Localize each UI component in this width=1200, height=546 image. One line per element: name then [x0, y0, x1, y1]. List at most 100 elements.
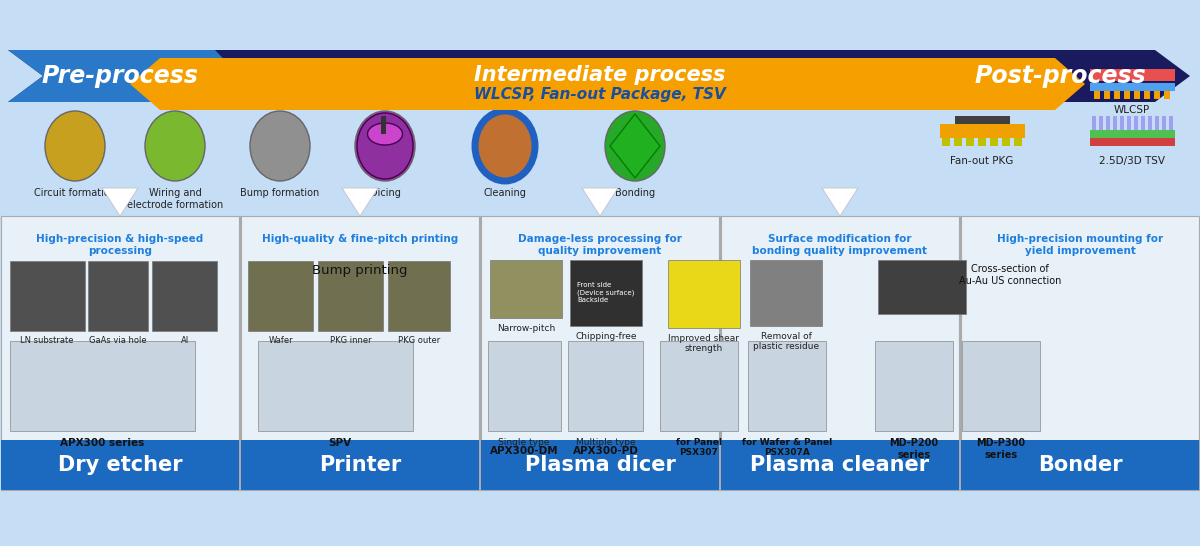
- Text: Improved shear
strength: Improved shear strength: [668, 334, 739, 353]
- Bar: [721, 440, 959, 490]
- Bar: [1099, 116, 1103, 130]
- Ellipse shape: [367, 123, 402, 145]
- Text: Front side
(Device surface)
Backside: Front side (Device surface) Backside: [577, 282, 635, 302]
- Ellipse shape: [355, 111, 415, 181]
- Ellipse shape: [605, 111, 665, 181]
- Polygon shape: [8, 50, 240, 102]
- Bar: [966, 138, 974, 146]
- Text: Bump printing: Bump printing: [312, 264, 408, 277]
- Bar: [152, 261, 217, 331]
- Bar: [388, 261, 450, 331]
- Text: MD-P300
series: MD-P300 series: [977, 438, 1026, 460]
- Text: for Panel
PSX307: for Panel PSX307: [676, 438, 722, 458]
- Ellipse shape: [475, 111, 535, 181]
- Bar: [488, 341, 562, 431]
- Bar: [878, 260, 966, 314]
- Text: Narrow-pitch: Narrow-pitch: [497, 324, 556, 333]
- Bar: [1124, 91, 1130, 99]
- Text: Wafer: Wafer: [269, 336, 293, 345]
- Bar: [660, 341, 738, 431]
- Bar: [1114, 91, 1120, 99]
- Bar: [490, 260, 562, 318]
- Bar: [1141, 116, 1145, 130]
- Text: Bonder: Bonder: [1038, 455, 1122, 475]
- Bar: [10, 261, 85, 331]
- Text: Single type: Single type: [498, 438, 550, 447]
- Bar: [1134, 116, 1138, 130]
- Bar: [1090, 83, 1175, 91]
- Text: PKG outer: PKG outer: [398, 336, 440, 345]
- Bar: [1154, 91, 1160, 99]
- Bar: [748, 341, 826, 431]
- Bar: [481, 216, 719, 490]
- Text: Intermediate process: Intermediate process: [474, 65, 726, 85]
- Ellipse shape: [358, 113, 413, 179]
- Text: Bonding: Bonding: [614, 188, 655, 198]
- Bar: [318, 261, 383, 331]
- Bar: [1127, 116, 1132, 130]
- Ellipse shape: [145, 111, 205, 181]
- Bar: [954, 138, 962, 146]
- Bar: [88, 261, 148, 331]
- Bar: [1092, 116, 1096, 130]
- Bar: [10, 341, 194, 431]
- Text: Printer: Printer: [319, 455, 401, 475]
- Bar: [1014, 138, 1022, 146]
- Bar: [1169, 116, 1174, 130]
- Text: WLCSP: WLCSP: [1114, 105, 1150, 115]
- Text: Damage-less processing for
quality improvement: Damage-less processing for quality impro…: [518, 234, 682, 256]
- Text: Post-process: Post-process: [974, 64, 1146, 88]
- Bar: [1090, 130, 1175, 138]
- Text: Pre-process: Pre-process: [42, 64, 198, 88]
- Text: Cleaning: Cleaning: [484, 188, 527, 198]
- Text: High-precision & high-speed
processing: High-precision & high-speed processing: [36, 234, 204, 256]
- Bar: [750, 260, 822, 326]
- Bar: [241, 440, 479, 490]
- Text: APX300-DM: APX300-DM: [490, 446, 558, 456]
- Bar: [1104, 91, 1110, 99]
- Bar: [258, 341, 413, 431]
- Text: AI: AI: [181, 336, 190, 345]
- Text: GaAs via hole: GaAs via hole: [89, 336, 146, 345]
- Bar: [940, 124, 1025, 138]
- Polygon shape: [130, 58, 1085, 110]
- Polygon shape: [102, 188, 138, 216]
- Bar: [955, 116, 1010, 124]
- Text: Surface modification for
bonding quality improvement: Surface modification for bonding quality…: [752, 234, 928, 256]
- Bar: [248, 261, 313, 331]
- Bar: [875, 341, 953, 431]
- Bar: [1162, 116, 1166, 130]
- Text: Bump formation: Bump formation: [240, 188, 319, 198]
- Text: Cross-section of
Au-Au US connection: Cross-section of Au-Au US connection: [959, 264, 1061, 286]
- Text: Dicing: Dicing: [370, 188, 401, 198]
- Bar: [481, 440, 719, 490]
- Bar: [1134, 91, 1140, 99]
- Bar: [978, 138, 986, 146]
- Bar: [1, 216, 239, 490]
- Text: Fan-out PKG: Fan-out PKG: [950, 156, 1014, 166]
- Text: LN substrate: LN substrate: [20, 336, 73, 345]
- Text: WLCSP, Fan-out Package, TSV: WLCSP, Fan-out Package, TSV: [474, 86, 726, 102]
- Bar: [1154, 116, 1159, 130]
- Bar: [1090, 138, 1175, 146]
- Text: 2.5D/3D TSV: 2.5D/3D TSV: [1099, 156, 1165, 166]
- Text: APX300 series: APX300 series: [60, 438, 144, 448]
- Polygon shape: [822, 188, 858, 216]
- Text: SPV: SPV: [329, 438, 352, 448]
- Bar: [1164, 91, 1170, 99]
- Polygon shape: [610, 114, 660, 178]
- Text: APX300-PD: APX300-PD: [574, 446, 638, 456]
- Text: High-quality & fine-pitch printing: High-quality & fine-pitch printing: [262, 234, 458, 244]
- Text: Circuit formation: Circuit formation: [34, 188, 116, 198]
- Bar: [1148, 116, 1152, 130]
- Text: Removal of
plastic residue: Removal of plastic residue: [752, 332, 820, 352]
- Bar: [241, 216, 479, 490]
- Bar: [1120, 116, 1124, 130]
- Bar: [721, 216, 959, 490]
- Text: Chipping-free: Chipping-free: [575, 332, 637, 341]
- Polygon shape: [342, 188, 378, 216]
- Bar: [382, 116, 386, 134]
- Text: for Wafer & Panel
PSX307A: for Wafer & Panel PSX307A: [742, 438, 832, 458]
- Bar: [990, 138, 998, 146]
- Bar: [1094, 91, 1100, 99]
